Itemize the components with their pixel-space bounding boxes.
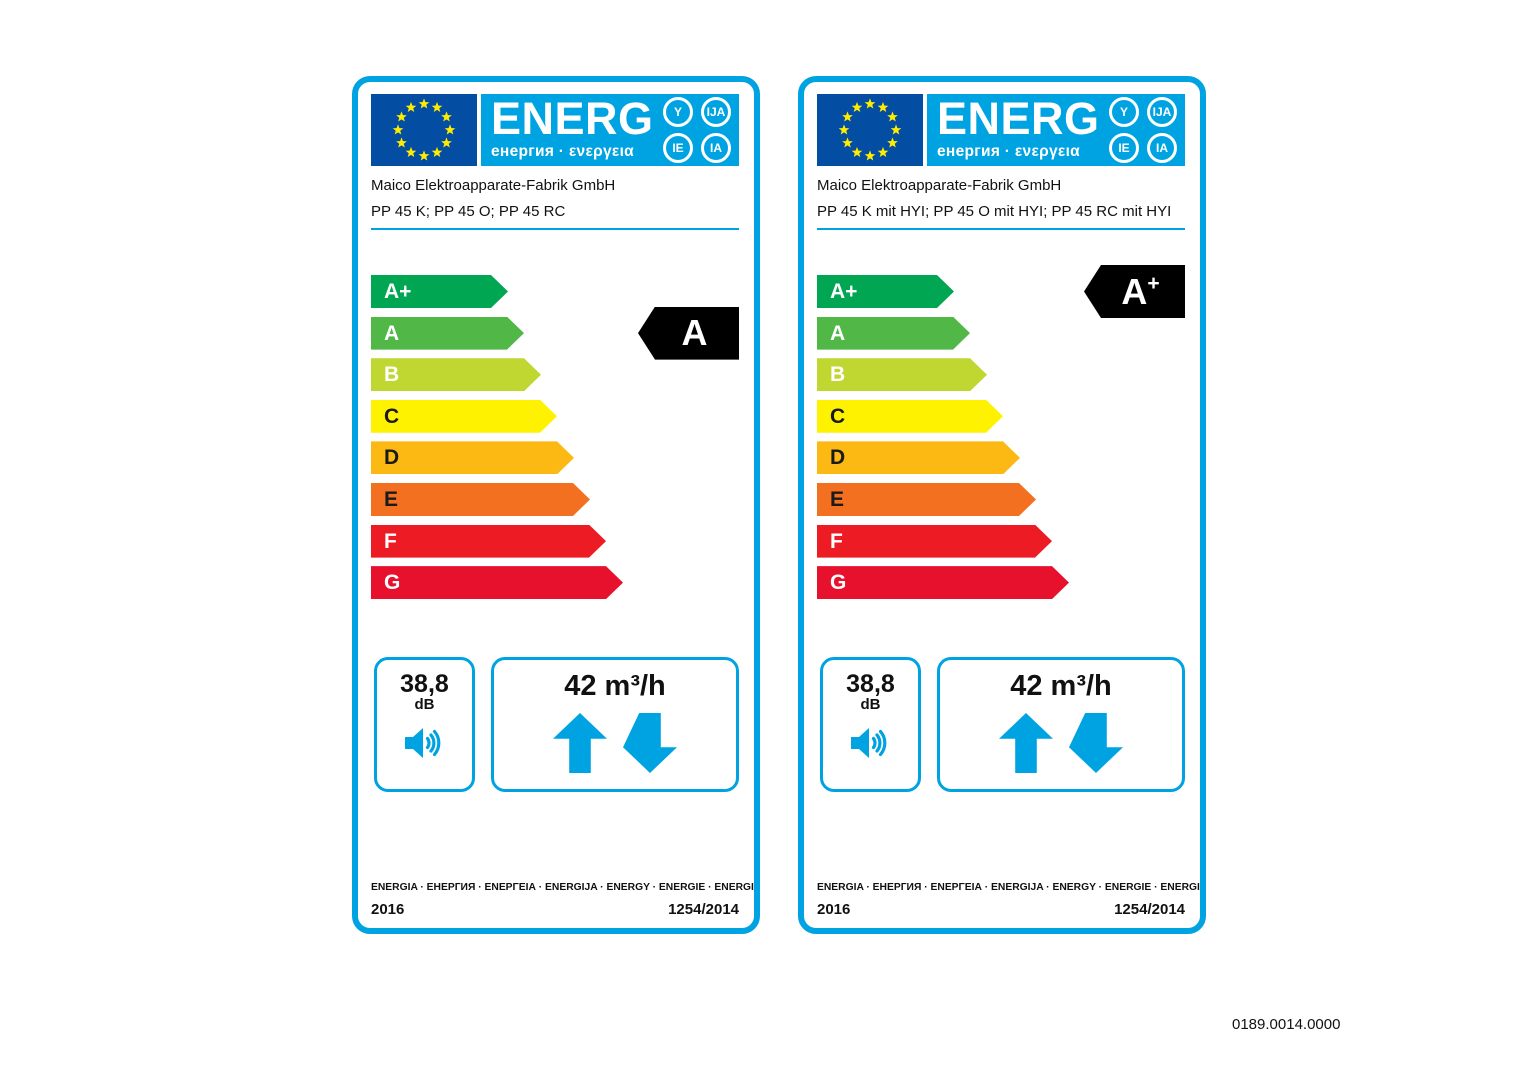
airflow-value: 42 m³/h [1010, 670, 1112, 702]
arrow-up-icon [999, 713, 1053, 773]
class-arrow-b: B [371, 358, 541, 391]
class-letter: E [384, 487, 399, 511]
language-suffix-circles: Y IJA IE IA [663, 97, 731, 163]
rating-letter: A [1121, 270, 1148, 312]
speaker-icon [404, 727, 440, 758]
suffix-ie-circle: IE [663, 133, 693, 163]
manufacturer-name: Maico Elektroapparate-Fabrik GmbH [371, 177, 616, 194]
suffix-ija-circle: IJA [1147, 97, 1177, 127]
noise-box: 38,8 dB [374, 657, 475, 792]
footer-row: 2016 1254/2014 [371, 901, 739, 918]
class-letter: C [830, 404, 846, 428]
class-arrow-d: D [817, 441, 1020, 474]
model-names: PP 45 K; PP 45 O; PP 45 RC [371, 203, 566, 220]
energ-logo: ENERG енергия · ενεργεια Y IJA IE IA [927, 94, 1185, 166]
class-letter: E [830, 487, 845, 511]
languages-line: ENERGIA · ЕНЕРГИЯ · ΕΝΕΡΓΕΙΑ · ENERGIJA … [817, 882, 1200, 893]
eu-flag-icon [817, 94, 923, 166]
class-arrow-e: E [371, 483, 590, 516]
class-arrow-a-plus: A+ [371, 275, 508, 308]
energ-text: ENERG енергия · ενεργεια [937, 93, 1100, 161]
class-letter: B [384, 363, 400, 387]
airflow-box: 42 m³/h [491, 657, 739, 792]
arrow-down-icon [623, 713, 677, 773]
airflow-arrows [999, 713, 1123, 773]
arrow-up-icon [553, 713, 607, 773]
manufacturer-name: Maico Elektroapparate-Fabrik GmbH [817, 177, 1062, 194]
class-letter: D [830, 446, 846, 470]
arrow-down-icon [1069, 713, 1123, 773]
rating-plus: + [1147, 272, 1160, 295]
divider-line [371, 228, 739, 230]
class-arrow-g: G [371, 566, 623, 599]
divider-line [817, 228, 1185, 230]
label-year: 2016 [817, 901, 851, 918]
class-letter: C [384, 404, 400, 428]
class-letter: A+ [830, 280, 858, 303]
language-suffix-circles: Y IJA IE IA [1109, 97, 1177, 163]
energy-class-ladder: A+ A B C D E F G A [371, 275, 739, 605]
label-header: ENERG енергия · ενεργεια Y IJA IE IA [817, 94, 1185, 166]
airflow-value: 42 m³/h [564, 670, 666, 702]
energ-subtitle: енергия · ενεργεια [491, 142, 635, 160]
class-letter: A [384, 321, 400, 345]
rating-arrow: A [638, 306, 739, 360]
suffix-ija-circle: IJA [701, 97, 731, 127]
model-names: PP 45 K mit HYI; PP 45 O mit HYI; PP 45 … [817, 203, 1172, 220]
class-arrow-b: B [817, 358, 987, 391]
noise-box: 38,8 dB [820, 657, 921, 792]
class-letter: F [384, 529, 397, 553]
label-header: ENERG енергия · ενεργεια Y IJA IE IA [371, 94, 739, 166]
class-letter: B [830, 363, 846, 387]
rating-arrow: A + [1084, 265, 1185, 318]
rating-letter: A [681, 312, 708, 354]
noise-value: 38,8 [400, 670, 449, 698]
class-arrow-g: G [817, 566, 1069, 599]
document-part-number: 0189.0014.0000 [1232, 1016, 1341, 1033]
class-arrow-f: F [817, 525, 1052, 558]
energ-subtitle: енергия · ενεργεια [937, 142, 1081, 160]
suffix-ia-circle: IA [701, 133, 731, 163]
class-arrow-e: E [817, 483, 1036, 516]
energ-logo: ENERG енергия · ενεργεια Y IJA IE IA [481, 94, 739, 166]
airflow-box: 42 m³/h [937, 657, 1185, 792]
class-letter: G [830, 571, 847, 595]
eu-flag [371, 94, 477, 166]
speaker-icon [850, 727, 886, 758]
class-arrow-a: A [371, 317, 524, 350]
label-year: 2016 [371, 901, 405, 918]
eu-flag [817, 94, 923, 166]
languages-line: ENERGIA · ЕНЕРГИЯ · ΕΝΕΡΓΕΙΑ · ENERGIJA … [371, 882, 754, 893]
suffix-ia-circle: IA [1147, 133, 1177, 163]
class-letter: G [384, 571, 401, 595]
energy-label: ENERG енергия · ενεργεια Y IJA IE IA Mai… [352, 76, 760, 934]
class-arrow-a-plus: A+ [817, 275, 954, 308]
suffix-y-circle: Y [663, 97, 693, 127]
energ-word: ENERG [491, 93, 654, 145]
suffix-ie-circle: IE [1109, 133, 1139, 163]
airflow-arrows [553, 713, 677, 773]
energy-label: ENERG енергия · ενεργεια Y IJA IE IA Mai… [798, 76, 1206, 934]
class-arrow-c: C [817, 400, 1003, 433]
class-arrow-a: A [817, 317, 970, 350]
eu-flag-icon [371, 94, 477, 166]
energy-class-ladder: A+ A B C D E F G A + [817, 265, 1185, 605]
footer-row: 2016 1254/2014 [817, 901, 1185, 918]
noise-value: 38,8 [846, 670, 895, 698]
class-arrow-f: F [371, 525, 606, 558]
class-arrow-d: D [371, 441, 574, 474]
class-letter: F [830, 529, 843, 553]
regulation-number: 1254/2014 [1114, 901, 1185, 918]
noise-unit: dB [860, 696, 881, 713]
class-letter: D [384, 446, 400, 470]
class-letter: A [830, 321, 846, 345]
class-letter: A+ [384, 280, 412, 303]
noise-unit: dB [414, 696, 435, 713]
regulation-number: 1254/2014 [668, 901, 739, 918]
energ-text: ENERG енергия · ενεργεια [491, 93, 654, 161]
class-arrow-c: C [371, 400, 557, 433]
energ-word: ENERG [937, 93, 1100, 145]
suffix-y-circle: Y [1109, 97, 1139, 127]
